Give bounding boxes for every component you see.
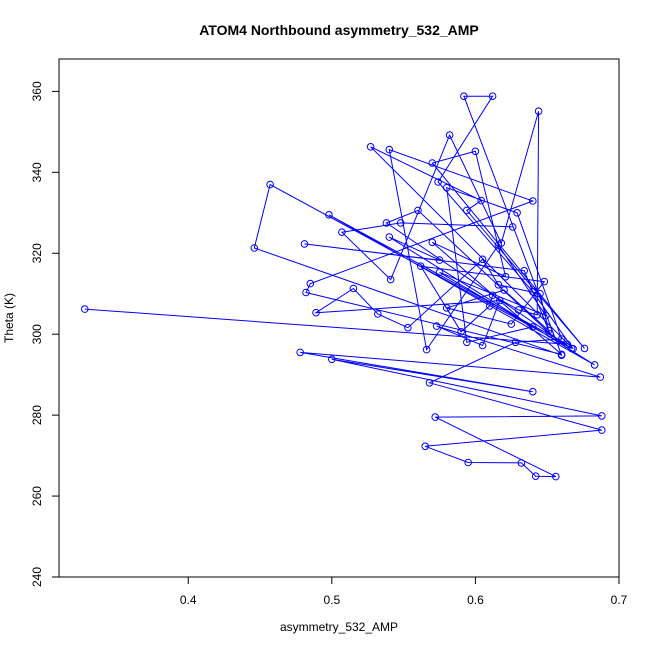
- data-point: [266, 180, 274, 189]
- data-point: [428, 238, 437, 247]
- data-point: [325, 211, 333, 219]
- x-tick-label: 0.6: [467, 593, 484, 607]
- data-point: [580, 344, 589, 353]
- data-point: [81, 305, 89, 313]
- data-point: [488, 92, 497, 100]
- data-point: [508, 223, 517, 231]
- data-point: [296, 348, 305, 357]
- data-point: [497, 239, 506, 247]
- x-axis: 0.4 0.5 0.6 0.7: [180, 576, 628, 607]
- x-tick-label: 0.5: [323, 593, 340, 607]
- data-point: [569, 345, 577, 353]
- data-point: [328, 355, 336, 364]
- data-point: [404, 323, 412, 332]
- data-point: [563, 340, 572, 349]
- data-point: [435, 256, 444, 264]
- data-point: [590, 361, 599, 369]
- data-point: [496, 296, 504, 305]
- data-point: [385, 233, 394, 241]
- data-point: [596, 373, 605, 381]
- data-point: [349, 284, 358, 293]
- y-tick-label: 300: [30, 324, 44, 344]
- data-point: [494, 281, 503, 289]
- data-point: [477, 196, 486, 205]
- data-point: [488, 291, 497, 300]
- data-point: [463, 338, 471, 347]
- data-point: [250, 244, 259, 252]
- data-point: [478, 341, 487, 350]
- data-point: [435, 268, 444, 277]
- y-tick-label: 360: [30, 81, 44, 101]
- data-point: [382, 219, 391, 227]
- data-point: [374, 310, 382, 318]
- data-point: [533, 311, 542, 319]
- data-point: [544, 326, 553, 335]
- data-point: [513, 209, 521, 217]
- data-point: [520, 266, 529, 275]
- data-point: [302, 288, 310, 297]
- data-point: [417, 262, 425, 271]
- data-point: [385, 145, 394, 154]
- y-axis-label: Theta (K): [2, 293, 16, 343]
- x-tick-label: 0.4: [180, 593, 197, 607]
- data-point: [478, 255, 487, 264]
- data-point: [486, 302, 494, 310]
- data-point: [425, 379, 434, 387]
- y-tick-label: 280: [30, 405, 44, 425]
- data-point: [300, 240, 309, 248]
- data-point: [517, 459, 526, 467]
- data-point: [421, 442, 430, 451]
- y-tick-label: 340: [30, 162, 44, 182]
- data-point: [500, 286, 508, 294]
- data-point: [338, 228, 346, 236]
- data-point: [542, 311, 550, 320]
- data-point: [552, 472, 560, 481]
- y-tick-label: 240: [30, 567, 44, 587]
- data-point: [312, 308, 320, 317]
- data-point: [557, 335, 566, 343]
- data-point: [557, 350, 566, 359]
- data-point: [536, 289, 544, 298]
- data-point: [529, 197, 537, 205]
- data-point: [463, 206, 471, 215]
- data-point: [529, 287, 537, 296]
- y-axis: 240 260 280 300 320 340 360: [30, 81, 60, 587]
- data-point: [501, 272, 510, 281]
- data-point: [432, 322, 441, 330]
- data-point: [511, 338, 520, 347]
- data-point: [598, 412, 606, 420]
- data-series: [81, 92, 606, 481]
- y-tick-label: 260: [30, 486, 44, 506]
- data-point: [464, 458, 473, 467]
- series-line: [84, 95, 602, 478]
- data-point: [471, 147, 480, 156]
- data-point: [366, 143, 375, 151]
- x-axis-label: asymmetry_532_AMP: [280, 620, 398, 634]
- data-point: [460, 92, 468, 100]
- data-point: [386, 275, 395, 284]
- data-point: [540, 277, 549, 286]
- y-tick-label: 320: [30, 243, 44, 263]
- data-point: [428, 159, 437, 167]
- data-point: [434, 178, 442, 186]
- data-point: [529, 323, 537, 331]
- chart-title: ATOM4 Northbound asymmetry_532_AMP: [199, 22, 479, 38]
- data-point: [531, 472, 540, 481]
- data-point: [422, 345, 431, 354]
- data-point: [534, 107, 543, 115]
- x-tick-label: 0.7: [611, 593, 628, 607]
- data-point: [414, 206, 422, 215]
- data-point: [529, 387, 537, 396]
- data-point: [598, 426, 606, 434]
- data-point: [442, 183, 451, 192]
- data-point: [514, 306, 523, 314]
- data-point: [396, 219, 405, 227]
- data-point: [442, 304, 451, 312]
- data-point: [306, 279, 315, 288]
- data-point: [457, 328, 465, 336]
- data-point: [445, 131, 454, 139]
- data-point: [507, 320, 516, 328]
- data-point: [431, 413, 440, 421]
